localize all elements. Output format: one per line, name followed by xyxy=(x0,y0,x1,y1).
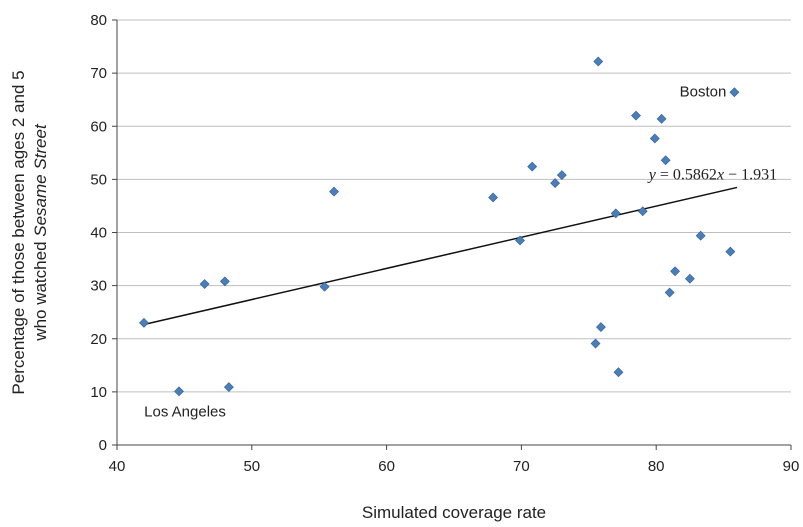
y-axis-label-line1: Percentage of those between ages 2 and 5 xyxy=(9,70,28,394)
data-point xyxy=(613,367,624,378)
data-point xyxy=(637,206,648,217)
y-tick-label: 30 xyxy=(90,278,107,295)
data-point xyxy=(660,155,671,166)
y-axis-label: Percentage of those between ages 2 and 5… xyxy=(9,70,50,394)
data-point xyxy=(593,56,604,67)
x-axis-label: Simulated coverage rate xyxy=(362,503,546,522)
data-point xyxy=(329,186,339,197)
data-point xyxy=(515,235,525,246)
y-tick-label: 0 xyxy=(99,437,107,454)
y-tick-label: 80 xyxy=(90,12,107,29)
data-point xyxy=(729,87,740,98)
annotation-label: Los Angeles xyxy=(144,403,226,420)
annotations: Boston Los Angeles xyxy=(144,83,726,420)
x-tick-label: 60 xyxy=(378,458,395,475)
x-tick-labels: 40 50 60 70 80 90 xyxy=(109,458,800,475)
data-point xyxy=(649,133,660,144)
data-point xyxy=(610,208,621,219)
y-tick-labels: 0 10 20 30 40 50 60 70 80 xyxy=(90,12,107,454)
data-point xyxy=(631,110,641,121)
data-point xyxy=(550,178,561,189)
x-tick-label: 80 xyxy=(648,458,665,475)
gridlines xyxy=(117,19,791,393)
data-point xyxy=(684,273,695,284)
x-tick-label: 50 xyxy=(243,458,260,475)
data-point xyxy=(670,266,680,277)
y-tick-label: 40 xyxy=(90,225,107,242)
data-point xyxy=(556,170,567,181)
data-point xyxy=(199,279,210,289)
data-point xyxy=(664,287,675,298)
data-point xyxy=(488,192,499,203)
data-points xyxy=(139,56,740,397)
x-tick-label: 40 xyxy=(109,458,126,475)
data-point xyxy=(223,382,234,393)
y-tick-label: 20 xyxy=(90,331,107,348)
data-point xyxy=(527,161,538,172)
data-point xyxy=(319,281,330,292)
data-point xyxy=(139,317,149,328)
annotation-label: Boston xyxy=(680,83,727,100)
data-point xyxy=(174,386,184,397)
data-point xyxy=(596,322,606,332)
trendline xyxy=(143,186,738,326)
y-tick-label: 50 xyxy=(90,171,107,188)
trendline-group xyxy=(143,186,738,326)
y-tick-label: 60 xyxy=(90,118,107,135)
data-point xyxy=(590,338,601,349)
data-point xyxy=(695,230,706,241)
data-point xyxy=(219,276,230,287)
data-point xyxy=(725,246,736,257)
x-tick-label: 70 xyxy=(513,458,530,475)
y-axis-label-line2: who watched Sesame Street xyxy=(31,123,50,342)
y-tick-label: 10 xyxy=(90,384,107,401)
data-point xyxy=(656,113,667,124)
axes xyxy=(112,19,792,450)
x-tick-label: 90 xyxy=(783,458,800,475)
trendline-equation: y = 0.5862x − 1.931 xyxy=(647,166,777,183)
y-tick-label: 70 xyxy=(90,65,107,82)
